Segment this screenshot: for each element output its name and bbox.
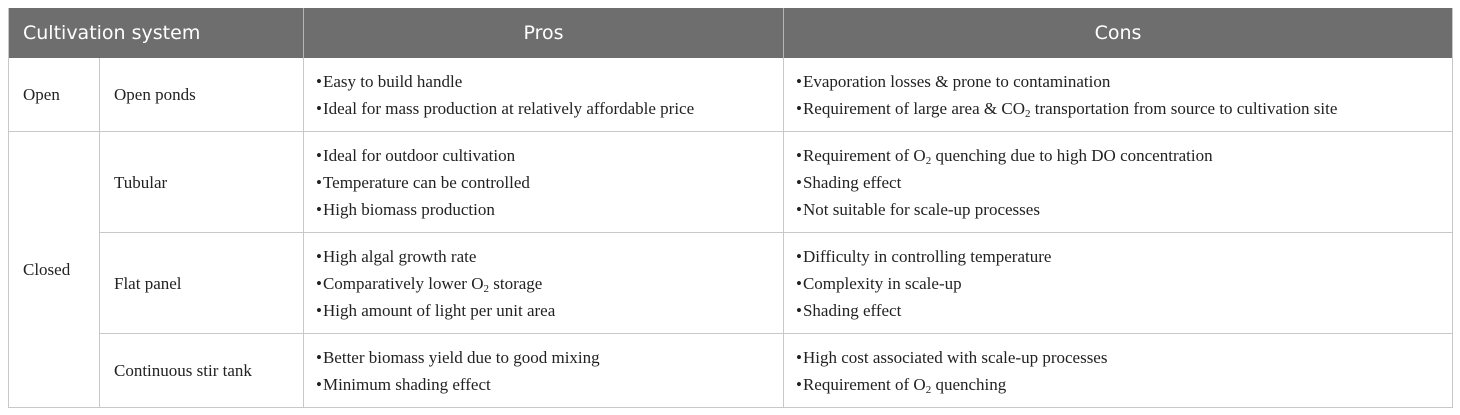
cons-cell: High cost associated with scale-up proce… <box>783 333 1454 408</box>
pros-cell: High algal growth rate Comparatively low… <box>303 232 785 334</box>
table-row: Flat panel High algal growth rate Compar… <box>9 232 1454 334</box>
pros-cell: Better biomass yield due to good mixing … <box>303 333 785 408</box>
pros-cell: Ideal for outdoor cultivation Temperatur… <box>303 131 785 233</box>
pros-item: High biomass production <box>316 196 783 223</box>
cultivation-systems-table: Cultivation system Pros Cons Open Open p… <box>8 8 1454 408</box>
header-row: Cultivation system Pros Cons <box>8 8 1453 58</box>
pros-item: Comparatively lower O2 storage <box>316 270 783 297</box>
cons-item: Complexity in scale-up <box>796 270 1452 297</box>
system-cell: Continuous stir tank <box>98 333 305 408</box>
header-cons: Cons <box>783 8 1453 58</box>
system-cell: Open ponds <box>98 58 305 132</box>
cons-item: Shading effect <box>796 297 1452 324</box>
cons-item: Evaporation losses & prone to contaminat… <box>796 68 1452 95</box>
cons-item: Difficulty in controlling temperature <box>796 243 1452 270</box>
table-row: Continuous stir tank Better biomass yiel… <box>9 333 1454 408</box>
pros-cell: Easy to build handle Ideal for mass prod… <box>303 58 785 132</box>
cons-item: High cost associated with scale-up proce… <box>796 344 1452 371</box>
cons-item: Not suitable for scale-up processes <box>796 196 1452 223</box>
system-cell: Flat panel <box>98 232 305 334</box>
pros-item: Ideal for mass production at relatively … <box>316 95 783 122</box>
table-row: Closed Tubular Ideal for outdoor cultiva… <box>8 131 1454 408</box>
category-cell: Open <box>8 58 100 132</box>
system-cell: Tubular <box>98 131 305 233</box>
cons-item: Requirement of O2 quenching due to high … <box>796 142 1452 169</box>
pros-item: Ideal for outdoor cultivation <box>316 142 783 169</box>
header-pros: Pros <box>303 8 784 58</box>
header-cultivation-system: Cultivation system <box>8 8 304 58</box>
pros-item: Minimum shading effect <box>316 371 783 398</box>
table-container: Cultivation system Pros Cons Open Open p… <box>8 8 1454 408</box>
pros-item: High algal growth rate <box>316 243 783 270</box>
cons-cell: Evaporation losses & prone to contaminat… <box>783 58 1454 132</box>
table-row: Open Open ponds Easy to build handle Ide… <box>8 58 1454 132</box>
cons-cell: Difficulty in controlling temperature Co… <box>783 232 1454 334</box>
cons-item: Requirement of large area & CO2 transpor… <box>796 95 1452 122</box>
pros-item: Easy to build handle <box>316 68 783 95</box>
pros-item: High amount of light per unit area <box>316 297 783 324</box>
cons-cell: Requirement of O2 quenching due to high … <box>783 131 1454 233</box>
pros-item: Better biomass yield due to good mixing <box>316 344 783 371</box>
cons-item: Shading effect <box>796 169 1452 196</box>
category-cell: Closed <box>8 131 100 408</box>
cons-item: Requirement of O2 quenching <box>796 371 1452 398</box>
pros-item: Temperature can be controlled <box>316 169 783 196</box>
